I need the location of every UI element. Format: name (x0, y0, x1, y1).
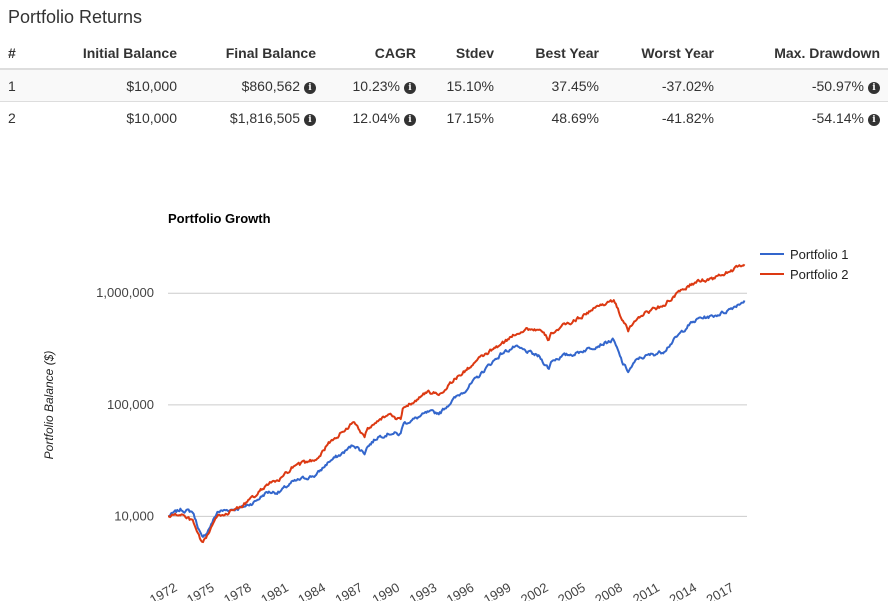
x-tick-label: 1972 (147, 580, 180, 601)
cell-id: 1 (0, 68, 56, 102)
y-axis-ticks: 10,000 100,000 1,000,000 (96, 285, 154, 523)
x-tick-label: 1990 (370, 580, 403, 601)
col-header-worst-year: Worst Year (607, 37, 722, 70)
legend-label: Portfolio 2 (790, 267, 849, 282)
chart-legend: Portfolio 1 Portfolio 2 (760, 247, 849, 282)
cell-max-drawdown: -50.97% i (722, 68, 888, 102)
cell-worst-year: -37.02% (607, 68, 722, 102)
cell-worst-year: -41.82% (607, 101, 722, 133)
info-circle-icon[interactable]: i (404, 81, 416, 94)
info-circle-icon[interactable]: i (404, 113, 416, 126)
grid-lines (168, 292, 747, 517)
col-header-final-balance: Final Balance (185, 37, 324, 70)
cell-initial-balance: $10,000 (56, 101, 185, 133)
x-tick-label: 1981 (258, 580, 291, 601)
x-tick-label: 1993 (407, 580, 440, 601)
col-header-stdev: Stdev (424, 37, 502, 70)
table-header-row: # Initial Balance Final Balance CAGR Std… (0, 37, 888, 70)
page-title: Portfolio Returns (8, 7, 143, 27)
table-row: 1 $10,000 $860,562 i 10.23% i 15.10% 37.45… (0, 68, 888, 102)
cell-best-year: 37.45% (502, 68, 607, 102)
cell-cagr-value: 10.23% (352, 77, 400, 94)
cell-max-drawdown: -54.14% i (722, 101, 888, 133)
x-tick-label: 1987 (333, 580, 366, 601)
cell-stdev: 15.10% (424, 68, 502, 102)
info-circle-icon[interactable]: i (868, 81, 880, 94)
y-tick-label: 1,000,000 (96, 285, 154, 300)
series-line-portfolio-1 (167, 300, 746, 538)
x-tick-label: 1999 (481, 580, 514, 601)
x-tick-label: 2014 (667, 580, 700, 601)
y-tick-label: 100,000 (107, 397, 154, 412)
series-line-portfolio-2 (168, 263, 746, 544)
x-tick-label: 1975 (184, 580, 217, 601)
col-header-cagr: CAGR (324, 37, 424, 70)
info-circle-icon[interactable]: i (868, 113, 880, 126)
col-header-id: # (0, 37, 56, 70)
cell-final-balance-value: $1,816,505 (229, 109, 300, 126)
cell-id: 2 (0, 101, 56, 133)
cell-max-drawdown-value: -54.14% (811, 109, 864, 126)
x-axis-ticks: 1972 1975 1978 1981 1984 1987 1990 1993 1996 1999… (147, 580, 736, 601)
y-tick-label: 10,000 (114, 508, 154, 523)
cell-initial-balance: $10,000 (56, 68, 185, 102)
x-tick-label: 2008 (592, 580, 625, 601)
portfolio-growth-chart: Portfolio Growth 10,000 100,000 1,000,000 … (0, 200, 888, 601)
info-circle-icon[interactable]: i (304, 81, 316, 94)
cell-cagr: 12.04% i (324, 101, 424, 133)
x-tick-label: 2002 (518, 580, 551, 601)
y-axis-label: Portfolio Balance ($) (42, 351, 56, 460)
chart-title: Portfolio Growth (168, 211, 271, 226)
info-circle-icon[interactable]: i (304, 113, 316, 126)
legend-label: Portfolio 1 (790, 247, 849, 262)
chart-canvas: Portfolio Growth 10,000100,0001,000,000 … (42, 211, 849, 601)
x-tick-label: 1978 (221, 580, 254, 601)
x-tick-label: 2005 (555, 580, 588, 601)
cell-final-balance: $860,562 i (185, 68, 324, 102)
table-row: 2 $10,000 $1,816,505 i 12.04% i 17.15% 48.… (0, 101, 888, 133)
cell-max-drawdown-value: -50.97% (811, 77, 864, 94)
portfolio-returns-table: # Initial Balance Final Balance CAGR Std… (0, 37, 888, 133)
x-tick-label: 2017 (704, 580, 737, 601)
cell-best-year: 48.69% (502, 101, 607, 133)
cell-stdev: 17.15% (424, 101, 502, 133)
cell-final-balance: $1,816,505 i (185, 101, 324, 133)
cell-final-balance-value: $860,562 (241, 77, 300, 94)
col-header-max-drawdown: Max. Drawdown (722, 37, 888, 70)
cell-cagr-value: 12.04% (352, 109, 400, 126)
series-lines (167, 263, 746, 544)
x-tick-label: 1996 (444, 580, 477, 601)
x-tick-label: 2011 (630, 580, 662, 601)
col-header-initial-balance: Initial Balance (56, 37, 185, 70)
cell-cagr: 10.23% i (324, 68, 424, 102)
x-tick-label: 1984 (295, 580, 328, 601)
col-header-best-year: Best Year (502, 37, 607, 70)
